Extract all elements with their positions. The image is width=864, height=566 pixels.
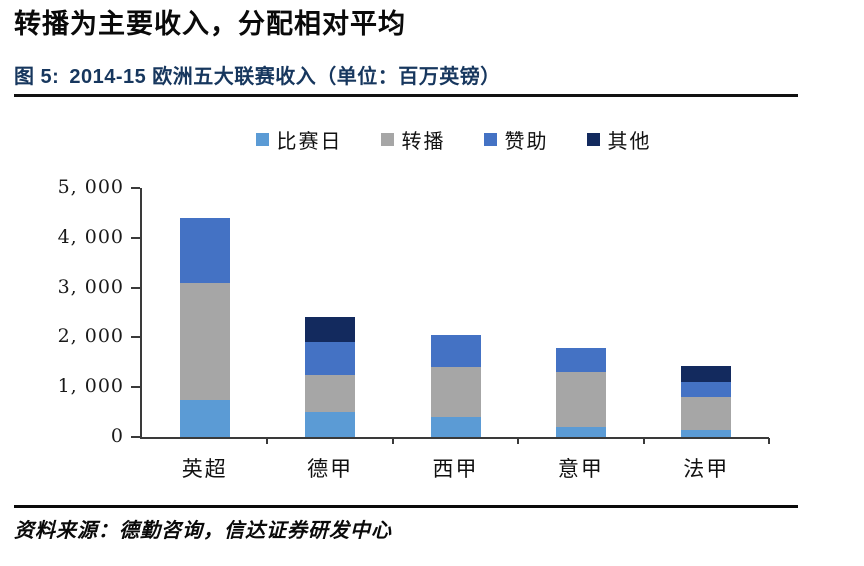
x-axis-label: 德甲	[307, 457, 354, 481]
y-axis-tick	[131, 336, 140, 339]
x-axis-tick	[768, 438, 770, 444]
legend-swatch	[483, 132, 497, 146]
y-axis-label: 3, 000	[57, 275, 124, 298]
source-note: 资料来源：德勤咨询，信达证券研发中心	[14, 518, 392, 542]
x-axis-tick	[517, 438, 520, 444]
legend-swatch	[255, 132, 269, 146]
bar-segment	[179, 399, 230, 437]
y-axis-label: 0	[110, 425, 124, 447]
x-axis-label: 意甲	[557, 457, 604, 481]
x-axis-tick	[266, 438, 269, 444]
bar-segment	[555, 372, 606, 427]
legend-label: 比赛日	[276, 128, 343, 153]
bar-segment	[179, 282, 230, 400]
x-axis-label: 法甲	[683, 457, 730, 481]
y-axis-label: 5, 000	[57, 176, 124, 198]
y-axis-tick	[131, 436, 140, 438]
bar-column	[179, 217, 230, 437]
figure-label: 图 5:	[14, 66, 60, 88]
figure-caption: 图 5: 2014-15 欧洲五大联赛收入（单位：百万英镑）	[14, 60, 501, 89]
x-axis-label: 英超	[181, 457, 228, 481]
legend-item: 赞助	[483, 125, 549, 154]
figure-title: 2014-15 欧洲五大联赛收入（单位：百万英镑）	[69, 66, 501, 88]
bar-segment	[681, 397, 732, 430]
bar-column	[681, 365, 732, 437]
x-axis-tick	[391, 438, 394, 444]
bar-column	[430, 334, 481, 437]
y-axis-label: 2, 000	[57, 325, 124, 348]
y-axis-tick	[131, 286, 140, 289]
legend-label: 其他	[607, 128, 652, 153]
legend-item: 转播	[380, 125, 446, 154]
source-divider	[14, 505, 798, 508]
x-axis-label: 西甲	[432, 457, 479, 481]
page-title: 转播为主要收入，分配相对平均	[14, 9, 406, 39]
stacked-bar-chart: 0 1, 000 2, 000 3, 000 4, 000 5, 000 英超 德甲 西甲 意甲 法…	[58, 176, 770, 481]
caption-divider	[14, 94, 798, 97]
bar-segment	[305, 317, 356, 343]
y-axis-label: 4, 000	[57, 225, 124, 248]
legend-label: 转播	[401, 128, 446, 153]
x-axis-tick	[642, 438, 645, 444]
legend-item: 其他	[586, 125, 652, 154]
legend-label: 赞助	[504, 128, 549, 153]
bar-column	[305, 317, 356, 437]
bar-segment	[681, 365, 732, 383]
bar-segment	[430, 367, 481, 418]
bar-segment	[681, 382, 732, 398]
legend-item: 比赛日	[255, 125, 343, 154]
bar-segment	[179, 217, 230, 283]
y-axis-tick	[131, 236, 140, 239]
legend-swatch	[380, 132, 394, 146]
bar-segment	[305, 412, 356, 437]
chart-legend: 比赛日 转播 赞助 其他	[140, 124, 767, 154]
bar-segment	[430, 417, 481, 437]
y-axis-tick	[131, 386, 140, 389]
legend-swatch	[586, 132, 600, 146]
bar-segment	[305, 342, 356, 375]
bar-segment	[555, 348, 606, 373]
y-axis-label: 1, 000	[57, 375, 124, 398]
bar-column	[555, 348, 606, 437]
bar-segment	[305, 374, 356, 413]
bar-segment	[681, 429, 732, 437]
bar-segment	[555, 427, 606, 437]
bar-segment	[430, 334, 481, 368]
y-axis-tick	[131, 187, 140, 189]
